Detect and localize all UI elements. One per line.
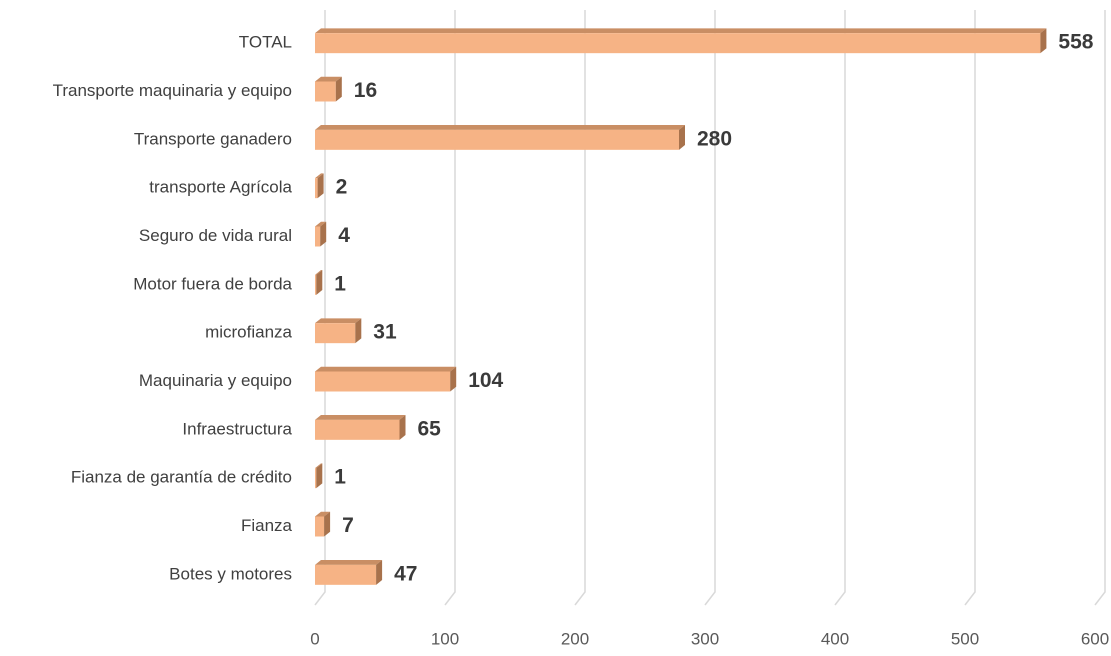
bar-front: [315, 129, 679, 150]
bar: [315, 28, 1047, 54]
value-label: 47: [394, 562, 417, 585]
x-tick-label: 600: [1081, 629, 1109, 648]
bar-top: [315, 511, 331, 517]
grid-line: [834, 10, 846, 606]
bar-top: [315, 76, 342, 82]
bar-side: [450, 366, 457, 392]
bar-front: [315, 468, 317, 489]
bar-top: [315, 560, 383, 565]
bar: [315, 318, 362, 344]
value-label: 31: [373, 321, 397, 344]
x-tick-label: 400: [821, 629, 849, 648]
grid-line: [444, 10, 456, 606]
grid-line: [1094, 10, 1106, 606]
category-label: Fianza: [241, 516, 293, 535]
value-label: 16: [354, 79, 377, 102]
bar-top: [315, 173, 324, 179]
bar-side: [679, 125, 685, 150]
value-label: 7: [342, 514, 354, 537]
bar-top: [315, 415, 406, 420]
bar-front: [315, 81, 336, 102]
bar: [315, 366, 457, 392]
category-label: Seguro de vida rural: [139, 226, 292, 245]
category-label: Transporte ganadero: [134, 129, 292, 148]
bar: [315, 415, 406, 440]
bar-top: [315, 221, 327, 227]
bar: [315, 270, 323, 295]
bar-front: [315, 323, 356, 344]
category-label: Maquinaria y equipo: [139, 371, 292, 390]
bar-side: [399, 415, 406, 440]
value-label: 4: [338, 224, 350, 247]
bar: [315, 173, 324, 199]
bar-front: [315, 178, 318, 199]
bar: [315, 560, 383, 585]
bar: [315, 221, 327, 247]
x-tick-label: 500: [951, 629, 979, 648]
category-label: Motor fuera de borda: [133, 274, 292, 293]
bar-side: [316, 270, 323, 295]
value-label: 1: [334, 272, 346, 295]
bar: [315, 511, 331, 537]
value-label: 558: [1058, 31, 1093, 54]
bar: [315, 76, 342, 102]
x-tick-label: 300: [691, 629, 719, 648]
bar-top: [315, 318, 362, 324]
value-label: 65: [418, 417, 442, 440]
bar-front: [315, 226, 321, 247]
bar-side: [324, 511, 331, 537]
x-tick-label: 200: [561, 629, 589, 648]
bar-side: [320, 221, 327, 247]
bar-front: [315, 516, 325, 537]
bar-top: [315, 28, 1047, 34]
bar-front: [315, 274, 317, 295]
bar-side: [1040, 28, 1047, 54]
bar-top: [315, 270, 323, 275]
grid-line: [964, 10, 976, 606]
value-label: 280: [697, 127, 732, 150]
grid-line: [574, 10, 586, 606]
category-label: Botes y motores: [169, 564, 292, 583]
value-label: 104: [468, 369, 503, 392]
category-label: Fianza de garantía de crédito: [71, 468, 292, 487]
x-tick-label: 0: [310, 629, 319, 648]
bar-side: [316, 463, 323, 489]
category-label: TOTAL: [239, 33, 292, 52]
category-label: Transporte maquinaria y equipo: [53, 81, 292, 100]
value-label: 2: [336, 176, 348, 199]
category-label: Infraestructura: [182, 419, 292, 438]
bar-top: [315, 463, 323, 469]
bar-front: [315, 419, 400, 440]
bar-side: [317, 173, 324, 199]
bar-side: [355, 318, 362, 344]
x-tick-label: 100: [431, 629, 459, 648]
bar-front: [315, 33, 1041, 54]
bar-side: [335, 76, 342, 102]
category-label: microfianza: [205, 323, 292, 342]
bar-top: [315, 366, 457, 372]
value-label: 1: [334, 466, 346, 489]
bar-top: [315, 125, 685, 130]
category-label: transporte Agrícola: [149, 178, 292, 197]
grid-line: [314, 10, 326, 606]
bar-front: [315, 371, 451, 392]
bar: [315, 125, 685, 150]
bar-side: [376, 560, 383, 585]
bar-front: [315, 564, 377, 585]
grid-line: [704, 10, 716, 606]
bar: [315, 463, 323, 489]
